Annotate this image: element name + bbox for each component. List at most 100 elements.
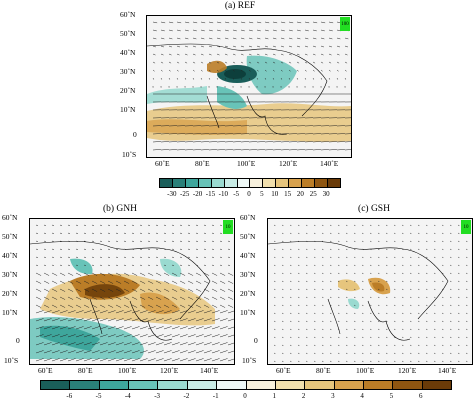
wind-vector [35,280,42,284]
wind-vector [353,304,356,307]
wind-vector [176,77,179,80]
wind-vector [361,288,364,291]
wind-vector [433,280,436,283]
wind-vector [329,352,332,355]
wind-vector [328,77,331,80]
wind-vector [139,264,143,266]
wind-vector [59,296,66,300]
lat-tick: 10˚S [122,150,137,159]
wind-vector [91,296,98,300]
wind-vector [99,248,103,250]
wind-vector [227,248,231,250]
wind-vector [131,342,140,346]
wind-vector [377,264,380,267]
wind-vector [321,272,324,275]
wind-vector [361,232,364,235]
wind-vector [211,334,220,338]
wind-vector [219,334,228,338]
wind-vector [305,272,308,275]
wind-vector [131,232,135,234]
wind-vector [176,69,179,72]
wind-vector [35,248,39,250]
wind-vector [67,350,76,354]
wind-vector [288,53,292,56]
wind-vector [176,141,185,143]
wind-vector [393,224,396,227]
wind-vector [115,342,124,346]
wind-vector [195,342,204,346]
wind-vector [377,248,380,251]
wind-vector [280,21,286,24]
wind-vector [280,69,283,72]
wind-vector [361,360,364,363]
wind-vector [433,320,436,323]
wind-vector [179,280,186,284]
wind-vector [401,232,404,235]
wind-vector [115,296,122,300]
wind-vector [449,296,452,299]
wind-vector [289,344,292,347]
wind-vector [99,296,106,300]
wind-vector [155,334,164,338]
wind-vector [123,264,127,266]
wind-vector [179,304,186,308]
wind-vector [433,224,436,227]
wind-vector [425,344,428,347]
wind-vector [248,69,251,72]
wind-vector [139,240,143,242]
wind-vector [83,334,92,338]
wind-vector [288,21,294,24]
wind-vector [393,360,396,363]
wind-vector [211,358,220,362]
wind-vector [273,344,276,347]
wind-vector [321,232,324,235]
colorbar-label: -5 [95,392,102,400]
lon-tick: 80˚E [195,159,210,168]
wind-vector [240,61,244,64]
wind-vector [393,320,396,323]
wind-vector [457,352,460,355]
wind-vector [208,149,217,151]
wind-vector [187,296,194,300]
wind-vector [289,272,292,275]
wind-vector [385,256,388,259]
wind-vector [203,288,210,292]
wind-vector [224,37,229,40]
wind-vector [417,264,420,267]
wind-vector [123,342,132,346]
colorbar-swatch [305,381,335,389]
wind-vector [328,69,331,72]
wind-vector [353,328,356,331]
wind-vector [184,21,190,24]
wind-vector [288,69,291,72]
wind-vector [305,256,308,259]
wind-vector [272,61,276,64]
wind-vector [401,312,404,315]
wind-vector [59,264,63,266]
wind-vector [107,256,111,258]
wind-vector [168,77,171,80]
wind-vector [320,69,323,72]
colorbar-label: 3 [331,392,335,400]
colorbar-swatch [187,381,218,389]
colorbar-label: -5 [233,190,240,198]
wind-vector [67,296,74,300]
wind-vector [465,312,468,315]
wind-vector [99,240,103,242]
wind-vector [195,288,202,292]
wind-vector [345,240,348,243]
wind-vector [75,342,84,346]
wind-vector [152,149,161,151]
wind-vector [187,310,196,314]
wind-vector [184,37,189,40]
wind-vector [336,61,340,64]
wind-vector [187,342,196,346]
wind-vector [344,141,351,143]
colorbar-swatch [237,179,251,187]
wind-vector [449,288,452,291]
wind-vector [361,320,364,323]
wind-vector [147,350,156,354]
wind-vector [224,149,233,151]
wind-vector [35,334,44,338]
wind-vector [449,336,452,339]
